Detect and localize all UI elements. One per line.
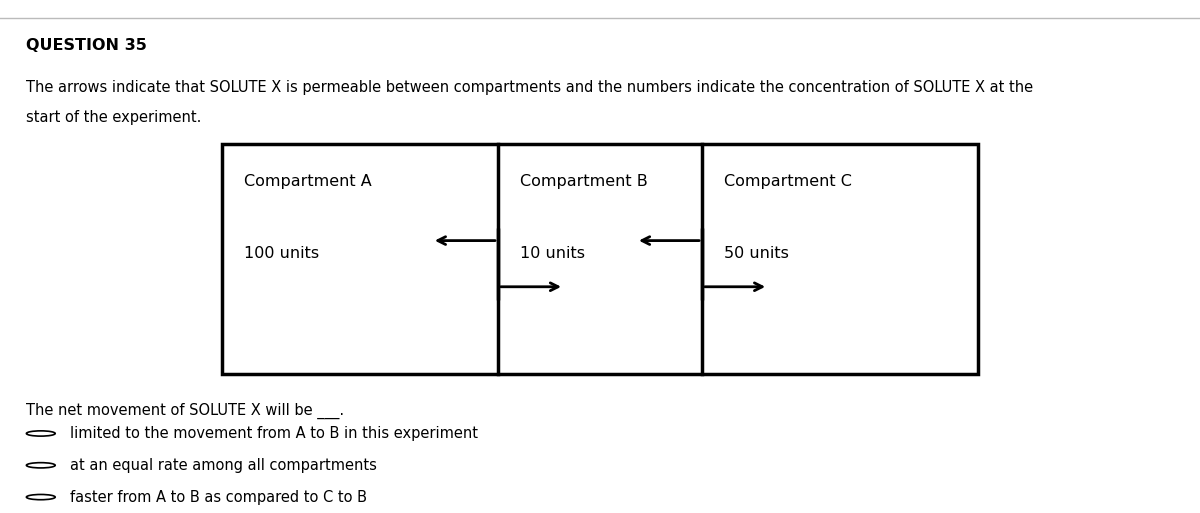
- Text: faster from A to B as compared to C to B: faster from A to B as compared to C to B: [70, 489, 367, 505]
- Bar: [222, 144, 978, 374]
- Text: 100 units: 100 units: [244, 246, 319, 261]
- Text: Compartment C: Compartment C: [724, 174, 852, 189]
- Text: 50 units: 50 units: [724, 246, 788, 261]
- Text: at an equal rate among all compartments: at an equal rate among all compartments: [70, 458, 377, 473]
- Text: The net movement of SOLUTE X will be ___.: The net movement of SOLUTE X will be ___…: [26, 403, 344, 419]
- Text: limited to the movement from A to B in this experiment: limited to the movement from A to B in t…: [70, 426, 478, 441]
- Text: start of the experiment.: start of the experiment.: [26, 110, 202, 125]
- Text: Compartment A: Compartment A: [244, 174, 371, 189]
- Text: QUESTION 35: QUESTION 35: [26, 38, 148, 53]
- Text: The arrows indicate that SOLUTE X is permeable between compartments and the numb: The arrows indicate that SOLUTE X is per…: [26, 80, 1033, 94]
- Text: 10 units: 10 units: [520, 246, 584, 261]
- Text: Compartment B: Compartment B: [520, 174, 647, 189]
